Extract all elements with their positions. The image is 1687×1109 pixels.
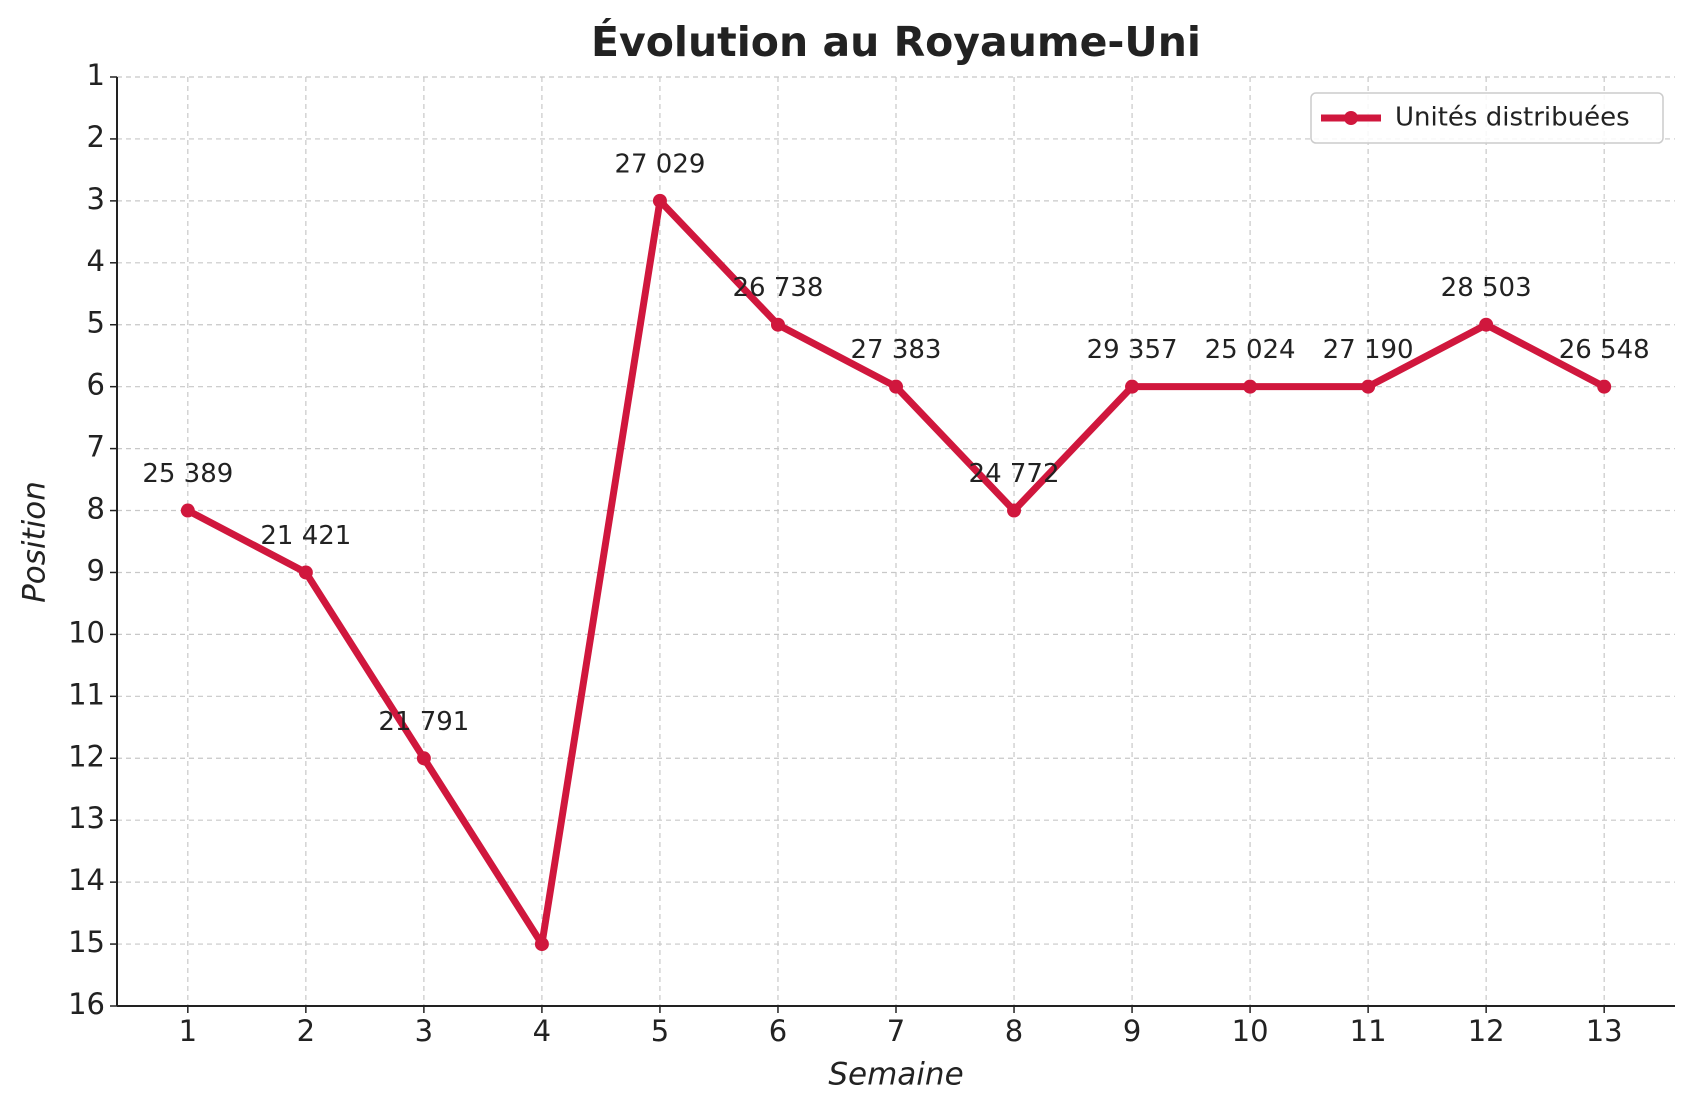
x-tick-label: 1 [179,1014,197,1048]
x-tick-label: 11 [1350,1014,1387,1048]
x-tick-label: 3 [415,1014,433,1048]
y-tick-label: 5 [87,306,105,340]
point [1007,503,1022,518]
data-label: 21 421 [260,521,351,551]
data-label: 29 357 [1087,335,1178,365]
y-tick-label: 2 [87,120,105,154]
legend-label: Unités distribuées [1395,103,1630,133]
point [652,193,667,208]
data-label: 27 383 [851,335,942,365]
point [298,565,313,580]
x-tick-label: 7 [887,1014,905,1048]
y-tick-label: 8 [87,492,105,526]
y-tick-label: 15 [68,925,105,959]
x-tick-label: 8 [1005,1014,1023,1048]
y-tick-label: 1 [87,58,105,92]
x-axis-label: Semaine [828,1057,963,1093]
data-label: 27 029 [614,149,705,179]
point [1479,317,1494,332]
x-tick-label: 2 [297,1014,315,1048]
y-axis-label: Position [17,481,53,603]
data-label: 21 791 [378,707,469,737]
x-tick-label: 6 [769,1014,787,1048]
data-label: 27 190 [1323,335,1414,365]
point [180,503,195,518]
point [1597,379,1612,394]
point [1361,379,1376,394]
data-label: 25 389 [142,459,233,489]
y-tick-label: 16 [68,987,105,1021]
y-tick-label: 3 [87,182,105,216]
y-tick-label: 10 [68,615,105,649]
y-tick-label: 14 [68,863,105,897]
point [416,751,431,766]
data-label: 25 024 [1205,335,1296,365]
x-tick-label: 5 [651,1014,669,1048]
point [770,317,785,332]
x-tick-label: 4 [533,1014,551,1048]
y-tick-label: 12 [68,739,105,773]
y-tick-label: 11 [68,677,105,711]
data-label: 26 548 [1559,335,1650,365]
chart-title: Évolution au Royaume-Uni [591,18,1201,66]
point [534,937,549,952]
x-tick-label: 10 [1232,1014,1269,1048]
x-tick-label: 13 [1586,1014,1623,1048]
legend-marker [1344,111,1358,125]
point [889,379,903,394]
point [1125,379,1140,394]
y-tick-label: 9 [87,553,105,587]
y-tick-label: 13 [68,801,105,835]
y-tick-label: 4 [87,244,105,278]
y-tick-label: 6 [87,368,105,402]
data-label: 26 738 [732,273,823,303]
data-label: 28 503 [1441,273,1532,303]
point [1243,379,1258,394]
legend-box [1310,92,1664,144]
x-tick-label: 12 [1468,1014,1505,1048]
y-tick-label: 7 [87,430,105,464]
data-label: 24 772 [969,459,1060,489]
x-tick-label: 9 [1123,1014,1141,1048]
